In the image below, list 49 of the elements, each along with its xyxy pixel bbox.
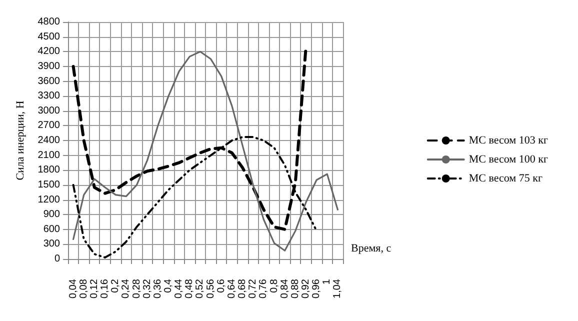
x-tick-label: 0,04 (68, 278, 79, 298)
legend-label: МС весом 100 кг (468, 154, 548, 166)
x-tick-label: 0,16 (100, 278, 111, 298)
x-tick-label: 0,92 (300, 278, 312, 298)
legend-label: МС весом 103 кг (468, 134, 548, 146)
y-tick-label: 4800 (38, 16, 60, 28)
y-tick-label: 3300 (38, 90, 60, 102)
y-tick-label: 3600 (38, 76, 60, 87)
x-tick-label: 0,84 (279, 278, 290, 298)
y-tick-label: 2700 (38, 120, 60, 132)
x-axis-title: Время, с (351, 242, 392, 254)
y-tick-label: 1200 (38, 194, 60, 206)
x-tick-label: 1,04 (332, 278, 344, 298)
y-tick-label: 900 (43, 209, 60, 220)
x-tick-label: 1 (322, 278, 333, 285)
y-tick-label: 300 (43, 238, 60, 250)
x-tick-label: 0,08 (78, 278, 90, 298)
y-tick-label: 0 (54, 254, 60, 264)
x-tick-label: 0,56 (205, 278, 216, 298)
y-tick-label: 1800 (38, 164, 60, 176)
x-tick-label: 0,28 (131, 278, 142, 298)
x-tick-label: 0,4 (162, 278, 174, 293)
x-tick-label: 0,48 (184, 278, 196, 298)
y-tick-label: 3900 (38, 60, 60, 72)
y-tick-label: 4500 (38, 31, 60, 42)
x-tick-label: 0,24 (120, 278, 132, 298)
y-tick-label: 600 (43, 224, 60, 235)
x-tick-label: 0,36 (152, 278, 164, 298)
x-tick-label: 0,88 (290, 278, 301, 298)
legend-label: МС весом 75 кг (468, 172, 543, 184)
x-tick-label: 0,96 (311, 278, 322, 298)
y-axis-title: Сила инерции, Н (14, 100, 26, 180)
x-tick-label: 0,68 (237, 278, 248, 298)
y-tick-label: 4200 (38, 46, 60, 58)
y-tick-label: 2100 (38, 150, 60, 161)
y-tick-label: 1500 (38, 179, 60, 190)
x-tick-label: 0,52 (194, 278, 206, 298)
x-tick-label: 0,8 (268, 278, 280, 293)
y-tick-label: 2400 (38, 135, 60, 146)
x-tick-label: 0,64 (226, 278, 238, 298)
x-tick-label: 0,44 (174, 278, 185, 298)
x-tick-label: 0,76 (258, 278, 270, 298)
x-tick-label: 0,32 (142, 278, 153, 298)
x-tick-label: 0,2 (110, 278, 122, 293)
line-series (72, 50, 339, 252)
y-tick-label: 3000 (38, 105, 60, 116)
x-tick-label: 0,6 (216, 278, 227, 293)
x-tick-label: 0,72 (248, 278, 259, 298)
x-tick-label: 0,12 (88, 278, 100, 298)
